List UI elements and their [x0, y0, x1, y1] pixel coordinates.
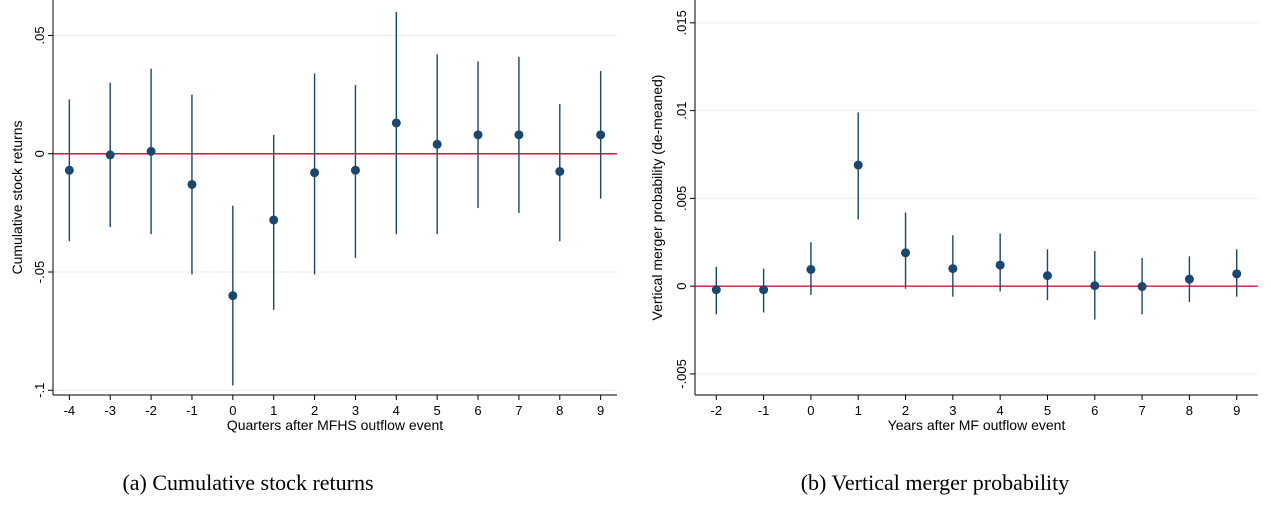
point-estimate: [350, 165, 360, 175]
x-tick-label: 2: [902, 403, 909, 418]
point-estimate: [555, 166, 565, 176]
y-tick-label: 0: [674, 283, 689, 290]
point-estimate: [310, 168, 320, 178]
x-tick-label: 0: [807, 403, 814, 418]
x-tick-label: 0: [229, 403, 236, 418]
point-estimate: [1232, 269, 1242, 279]
point-estimate: [187, 179, 197, 189]
x-tick-label: 9: [1233, 403, 1240, 418]
chart-panel-a: -.1 -.05 0 .05 -4 -3 -2 -1 0 1 2 3 4 5 6 7 8 9 Quarters af…: [9, 0, 617, 495]
y-tick-label: -.1: [32, 383, 47, 398]
point-estimate: [269, 215, 279, 225]
x-tick-label: -1: [758, 403, 770, 418]
y-axis-title: Vertical merger probability (de-meaned): [649, 75, 665, 321]
x-tick-label: 6: [1091, 403, 1098, 418]
y-tick-label: .005: [674, 186, 689, 211]
x-tick-label: -2: [145, 403, 157, 418]
x-tick-label: 4: [997, 403, 1004, 418]
point-estimate: [391, 118, 401, 128]
x-tick-label: -3: [104, 403, 116, 418]
point-estimate: [473, 130, 483, 140]
x-tick-label: 7: [515, 403, 522, 418]
y-tick-label: -.005: [674, 359, 689, 389]
point-estimate: [228, 291, 238, 301]
x-tick-label: -1: [186, 403, 198, 418]
point-estimate: [1090, 281, 1100, 291]
x-tick-label: -4: [64, 403, 76, 418]
point-estimate: [853, 160, 863, 170]
x-tick-label: 7: [1138, 403, 1145, 418]
point-estimate: [1042, 271, 1052, 281]
x-tick-label: 3: [949, 403, 956, 418]
y-tick-label: .01: [674, 102, 689, 120]
x-tick-label: 8: [556, 403, 563, 418]
x-tick-label: -2: [711, 403, 723, 418]
x-tick-label: 1: [855, 403, 862, 418]
y-tick-label: .05: [32, 26, 47, 44]
point-estimate: [1137, 282, 1147, 292]
y-tick-label: 0: [32, 150, 47, 157]
point-estimate: [146, 146, 156, 156]
point-estimate: [64, 165, 74, 175]
x-tick-label: 1: [270, 403, 277, 418]
x-tick-label: 9: [597, 403, 604, 418]
point-estimate: [596, 130, 606, 140]
point-estimate: [901, 248, 911, 258]
y-tick-label: .015: [674, 10, 689, 35]
y-tick-label: -.05: [32, 261, 47, 283]
point-estimate: [995, 260, 1005, 270]
point-estimate: [432, 139, 442, 149]
x-tick-label: 5: [434, 403, 441, 418]
point-estimate: [806, 264, 816, 274]
x-tick-label: 2: [311, 403, 318, 418]
point-estimate: [948, 264, 958, 274]
figure-caption: (b) Vertical merger probability: [801, 470, 1070, 495]
y-axis-title: Cumulative stock returns: [9, 120, 25, 274]
figure-caption: (a) Cumulative stock returns: [122, 470, 373, 495]
point-estimate: [105, 150, 115, 160]
x-tick-label: 8: [1186, 403, 1193, 418]
x-tick-label: 4: [393, 403, 400, 418]
point-estimate: [514, 130, 524, 140]
point-estimate: [759, 285, 769, 295]
x-tick-label: 3: [352, 403, 359, 418]
point-estimate: [711, 285, 721, 295]
chart-panel-b: -.005 0 .005 .01 .015 -2 -1 0 1 2 3 4 5 6 7 8 9 Years aft…: [649, 0, 1258, 495]
x-axis-title: Years after MF outflow event: [888, 417, 1066, 433]
x-axis-title: Quarters after MFHS outflow event: [227, 417, 443, 433]
x-tick-label: 6: [474, 403, 481, 418]
x-tick-label: 5: [1044, 403, 1051, 418]
point-estimate: [1184, 274, 1194, 284]
